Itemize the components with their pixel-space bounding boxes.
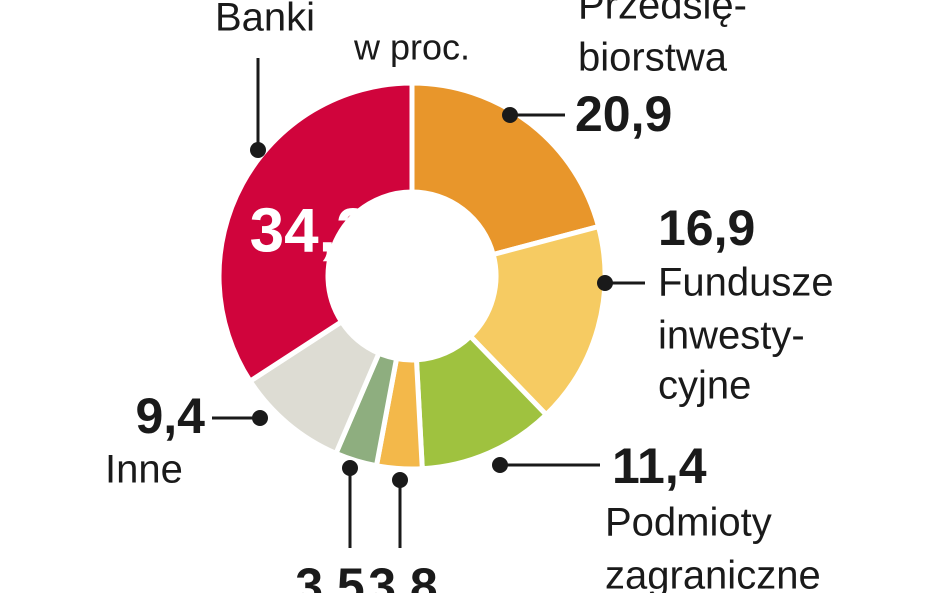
category-label: Fundusze (658, 261, 834, 305)
category-label: cyjne (658, 364, 751, 408)
value-label: 9,4 (135, 388, 205, 444)
leader-dot (597, 275, 613, 291)
leader-dot (250, 142, 266, 158)
category-label: zagraniczne (605, 554, 821, 593)
value-label: 20,9 (575, 86, 672, 142)
category-label: inwesty- (658, 314, 805, 358)
donut-slice (409, 80, 602, 258)
value-label: 11,4 (612, 438, 707, 494)
leader-dot (502, 107, 518, 123)
value-label: 16,9 (658, 200, 755, 256)
donut-slice (216, 80, 415, 385)
chart-subtitle: w proc. (353, 27, 470, 68)
value-label: 3,5 (295, 558, 365, 593)
category-label: Podmioty (605, 501, 772, 545)
category-label: biorstwa (578, 36, 728, 80)
category-label: Przedsię- (578, 0, 747, 28)
value-label: 34,2 (250, 196, 371, 265)
leader-dot (342, 460, 358, 476)
category-label: Inne (105, 448, 183, 492)
leader-dot (492, 457, 508, 473)
category-label: Banki (215, 0, 315, 40)
leader-dot (252, 410, 268, 426)
leader-dot (392, 472, 408, 488)
value-label: 3,8 (368, 558, 438, 593)
